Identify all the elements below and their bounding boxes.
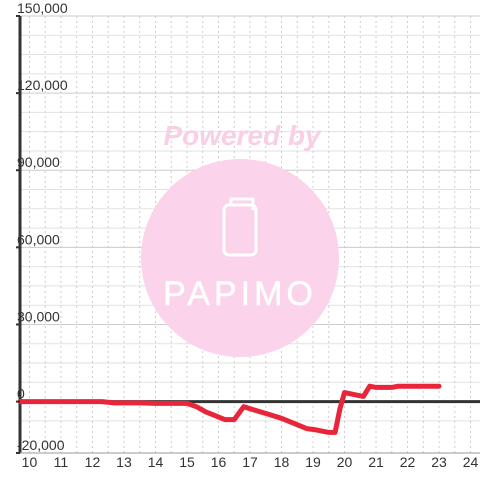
y-tick-label: 120,000 bbox=[17, 77, 68, 93]
x-tick-label: 24 bbox=[463, 454, 479, 470]
x-tick-label: 19 bbox=[305, 454, 321, 470]
series-line bbox=[17, 383, 442, 435]
series bbox=[17, 383, 442, 435]
x-tick-label: 21 bbox=[368, 454, 384, 470]
x-tick-label: 17 bbox=[242, 454, 258, 470]
y-tick-label: 0 bbox=[17, 386, 25, 402]
x-tick-label: 11 bbox=[54, 454, 69, 470]
watermark-powered-by-text: Powered by bbox=[163, 120, 322, 151]
x-tick-label: 20 bbox=[337, 454, 353, 470]
x-tick-label: 18 bbox=[274, 454, 290, 470]
y-tick-label: -20,000 bbox=[17, 437, 65, 453]
x-tick-label: 22 bbox=[400, 454, 416, 470]
x-tick-label: 13 bbox=[116, 454, 132, 470]
y-tick-label: 90,000 bbox=[17, 154, 60, 170]
x-tick-label: 10 bbox=[22, 454, 38, 470]
watermark-circle bbox=[141, 159, 339, 357]
y-tick-label: 60,000 bbox=[17, 231, 60, 247]
watermark-logo-text: PAPIMO bbox=[163, 275, 317, 313]
y-tick-label: 150,000 bbox=[17, 0, 68, 16]
y-tick-label: 30,000 bbox=[17, 308, 60, 324]
x-tick-label: 23 bbox=[431, 454, 447, 470]
tick-labels: -20,000 0 30,000 60,000 90,000 120,000 150,000… bbox=[16, 0, 479, 470]
phone-icon bbox=[222, 197, 258, 257]
powered-by-papimo-watermark: Powered by PAPIMO bbox=[141, 120, 339, 357]
x-tick-label: 12 bbox=[85, 454, 101, 470]
x-tick-label: 15 bbox=[179, 454, 195, 470]
x-tick-label: 16 bbox=[211, 454, 227, 470]
x-tick-label: 14 bbox=[148, 454, 164, 470]
